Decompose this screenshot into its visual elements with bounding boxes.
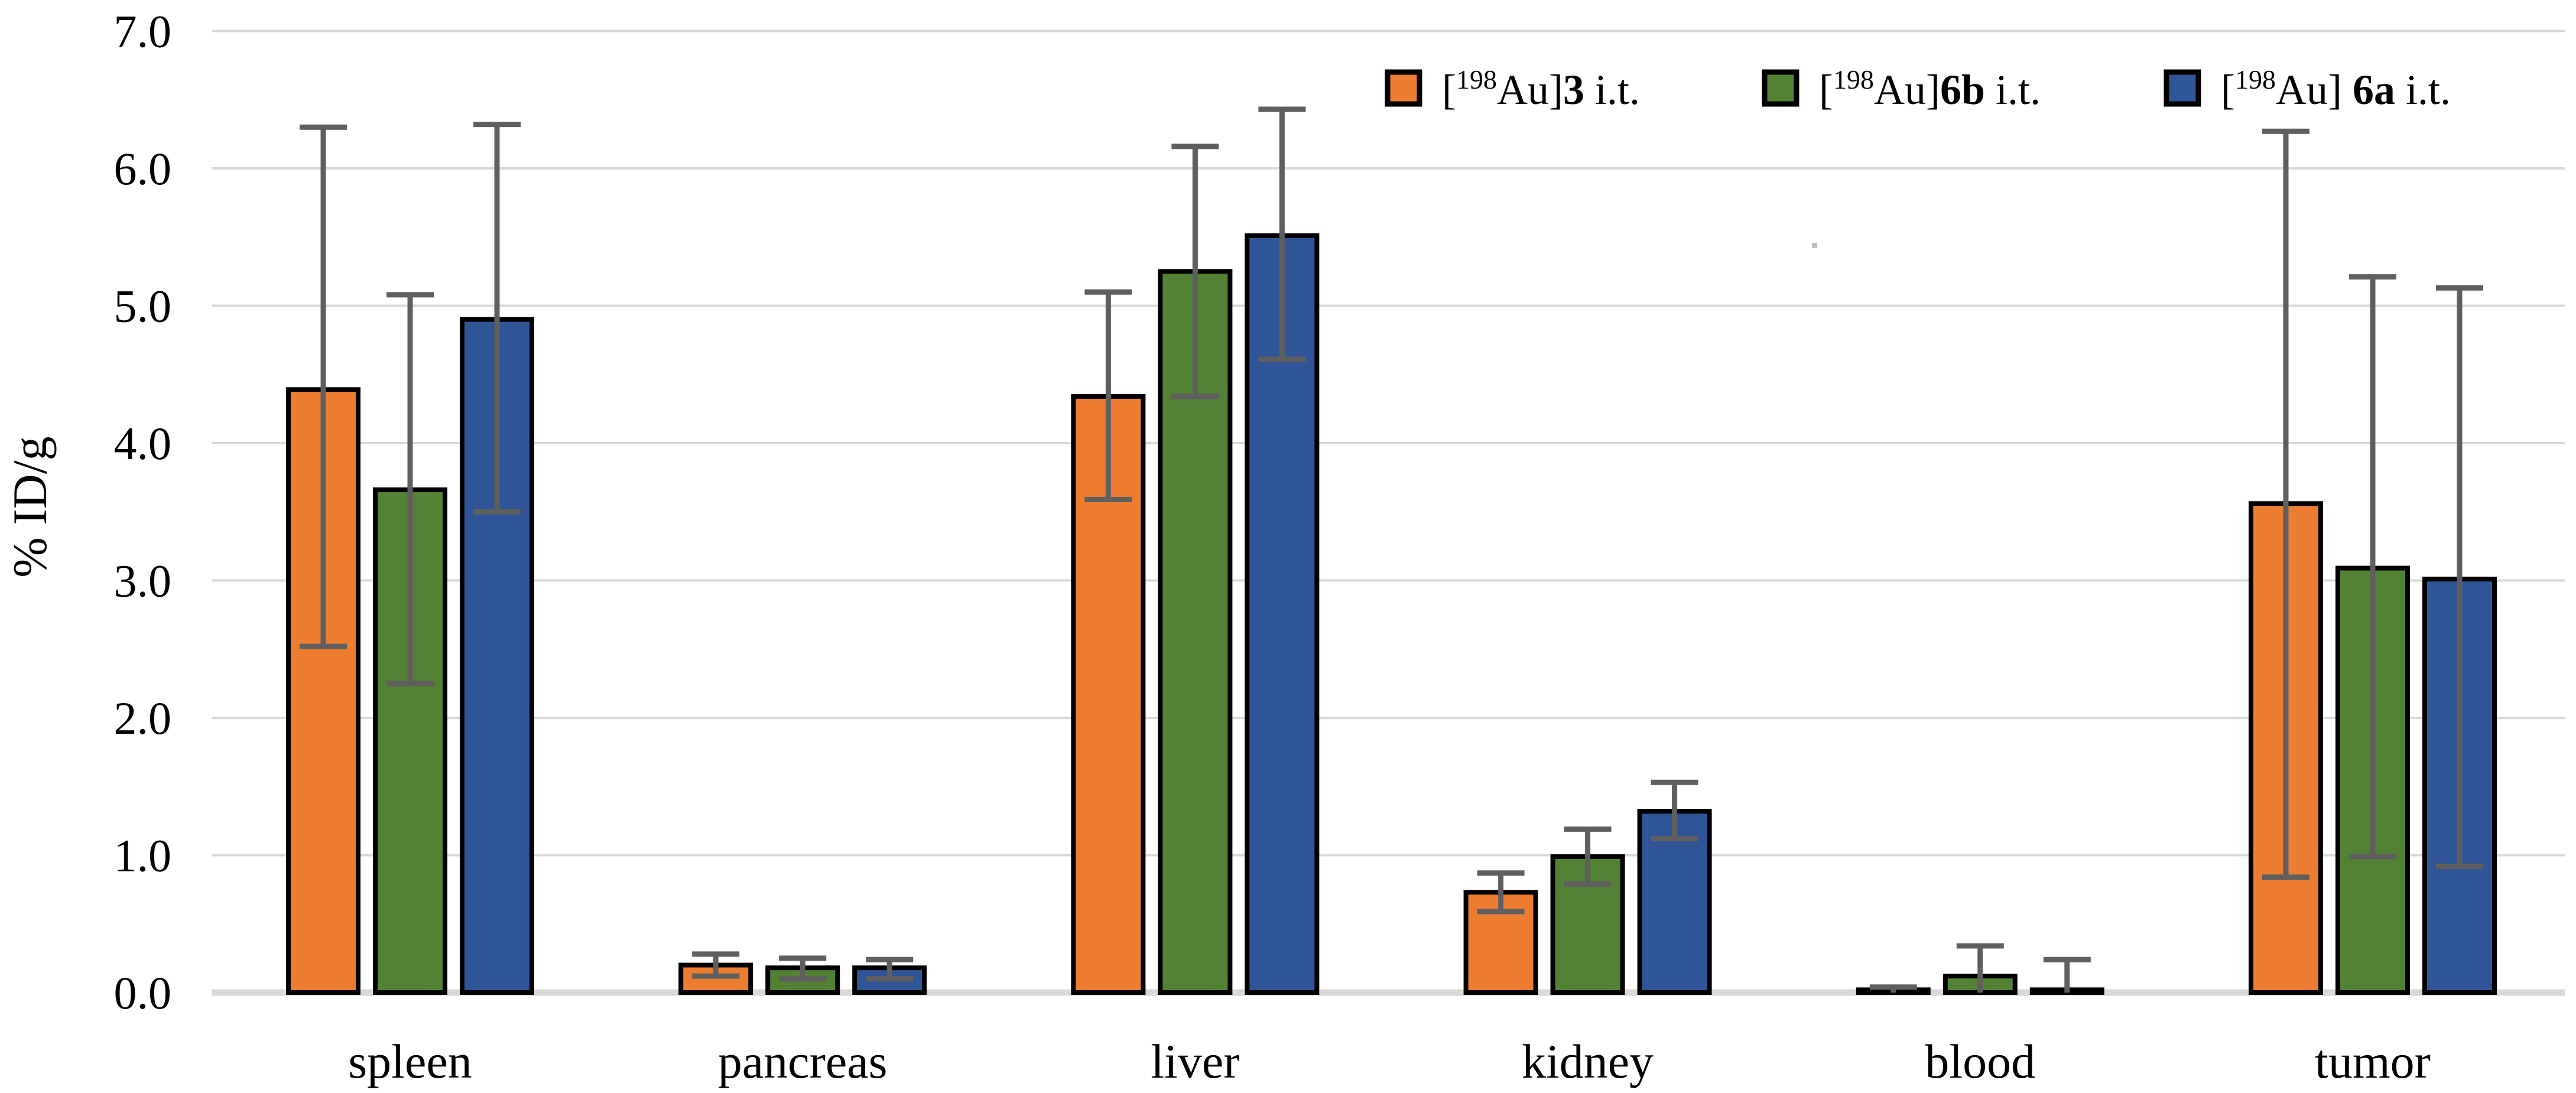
x-tick-label-blood: blood: [1925, 1035, 2035, 1088]
y-tick-label-5.0: 5.0: [114, 281, 172, 332]
y-tick-label-3.0: 3.0: [114, 555, 172, 607]
error-bar-tumor-series2: [2349, 274, 2396, 860]
error-bar-spleen-series3: [473, 122, 521, 515]
y-tick-label-0.0: 0.0: [114, 967, 172, 1019]
error-bar-kidney-series2: [1564, 826, 1612, 887]
error-bar-liver-series3: [1258, 106, 1306, 362]
legend-label-2: [198Au]6b i.t.: [1819, 64, 2041, 113]
legend-swatch-3: [2164, 69, 2201, 107]
error-bar-blood-series1: [1869, 984, 1917, 993]
error-bar-spleen-series2: [386, 292, 434, 687]
y-tick-label-7.0: 7.0: [114, 6, 172, 57]
x-tick-label-tumor: tumor: [2315, 1035, 2431, 1088]
x-tick-label-spleen: spleen: [348, 1035, 472, 1088]
error-bar-liver-series2: [1171, 144, 1219, 399]
legend-label-1: [198Au]3 i.t.: [1442, 64, 1640, 113]
legend-swatch-1: [1385, 69, 1422, 107]
y-tick-label-4.0: 4.0: [114, 418, 172, 469]
error-bar-liver-series1: [1084, 289, 1132, 502]
error-bar-pancreas-series3: [866, 957, 914, 982]
y-axis-title: % ID/g: [3, 436, 57, 577]
error-bar-pancreas-series2: [779, 955, 827, 982]
x-tick-label-kidney: kidney: [1522, 1035, 1654, 1088]
error-bar-blood-series3: [2043, 957, 2091, 993]
error-bar-spleen-series1: [300, 124, 347, 649]
error-bar-kidney-series1: [1477, 870, 1525, 915]
y-tick-label-2.0: 2.0: [114, 692, 172, 744]
y-tick-label-6.0: 6.0: [114, 143, 172, 194]
x-tick-label-pancreas: pancreas: [718, 1035, 888, 1088]
error-bar-tumor-series1: [2262, 128, 2309, 880]
y-tick-label-1.0: 1.0: [114, 830, 172, 881]
error-bar-tumor-series3: [2436, 285, 2483, 869]
x-tick-label-liver: liver: [1151, 1035, 1239, 1088]
legend-swatch-2: [1762, 69, 1799, 107]
error-bar-blood-series2: [1956, 943, 2004, 993]
error-bar-kidney-series3: [1651, 779, 1698, 842]
error-bar-pancreas-series1: [692, 951, 740, 979]
stray-dot: [1812, 243, 1817, 248]
legend-label-3: [198Au] 6a i.t.: [2221, 64, 2451, 113]
